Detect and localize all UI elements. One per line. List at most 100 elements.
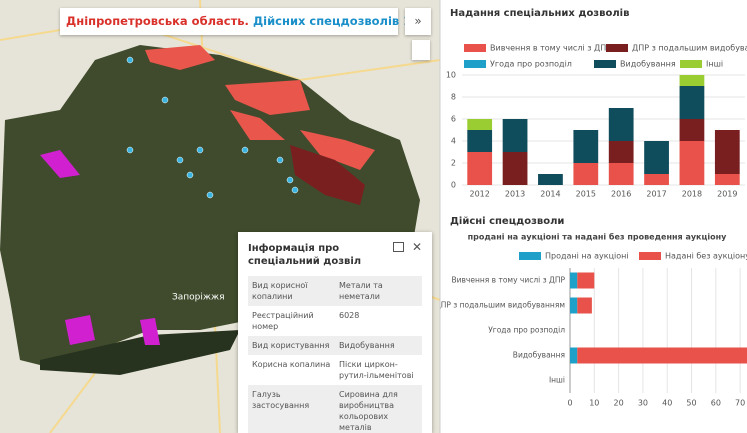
dock-button[interactable] <box>393 242 404 252</box>
y-tick-label: 0 <box>451 181 456 190</box>
x-tick-label: 30 <box>638 399 648 408</box>
popup-row: Корисна копалина Піски циркон-рутил-ільме… <box>248 355 422 385</box>
x-tick-label: 2016 <box>611 190 631 199</box>
legend-swatch <box>464 44 486 52</box>
legend-label: Вивчення в тому числі з ДПР <box>490 44 611 53</box>
bar-segment <box>679 86 705 119</box>
y-tick-label: 4 <box>451 137 456 146</box>
region-south <box>40 330 240 375</box>
popup-row: Вид користування Видобування <box>248 336 422 355</box>
field-value: Піски циркон-рутил-ільменітові <box>339 360 414 380</box>
bar-segment <box>467 152 493 185</box>
magenta-areas <box>40 150 160 345</box>
locate-button[interactable] <box>412 40 430 60</box>
field-value: 6028 <box>339 311 360 320</box>
map-label: Запоріжжя <box>172 293 225 303</box>
field-value: Метали та неметали <box>335 276 422 306</box>
bar-segment <box>644 174 669 185</box>
chart-subtitle: продані на аукціоні та надані без провед… <box>468 232 728 242</box>
y-tick-label: Видобування <box>513 351 565 360</box>
x-tick-label: 2013 <box>505 190 525 199</box>
x-tick-label: 2019 <box>717 190 737 199</box>
y-tick-label: 2 <box>451 159 456 168</box>
bar-segment <box>679 141 705 185</box>
x-tick-label: 70 <box>735 399 745 408</box>
legend-label: Інші <box>706 60 723 69</box>
field-value: Видобування <box>335 336 422 355</box>
bar-segment <box>570 272 578 289</box>
x-tick-label: 50 <box>686 399 696 408</box>
permit-count: Дійсних спецдозволів 119. <box>252 14 432 28</box>
x-tick-label: 40 <box>662 399 672 408</box>
bar-segment <box>502 119 528 152</box>
bar-segment <box>577 297 592 314</box>
bar-segment <box>644 141 669 174</box>
bar-segment <box>714 130 740 174</box>
x-tick-label: 2018 <box>682 190 702 199</box>
bar-segment <box>538 174 563 185</box>
legend-swatch <box>606 44 628 52</box>
y-tick-label: ДПР з подальшим видобуванням <box>435 301 565 310</box>
map-header: Дніпропетровська область. Дійсних спецдо… <box>60 8 432 35</box>
field-name: Вид користування <box>248 336 335 355</box>
bar-segment <box>570 297 578 314</box>
field-name: Корисна копалина <box>252 360 331 369</box>
y-tick-label: 6 <box>451 115 456 124</box>
legend-swatch <box>464 60 486 68</box>
popup-row: Реєстраційний номер 6028 <box>248 306 422 336</box>
y-tick-label: Угода про розподіл <box>488 326 565 335</box>
field-name: Вид корисної копалини <box>248 276 335 306</box>
x-tick-label: 2014 <box>540 190 560 199</box>
x-tick-label: 2012 <box>470 190 490 199</box>
bar-segment <box>467 119 493 130</box>
region-name: Дніпропетровська область. <box>66 14 249 28</box>
x-tick-label: 20 <box>614 399 624 408</box>
bar-segment <box>573 130 599 163</box>
bar-segment <box>502 152 528 185</box>
popup-row: Галузь застосування Сировина для виробниц… <box>248 385 422 433</box>
field-name: Реєстраційний номер <box>252 311 314 331</box>
popup-title: Інформація про спеціальний дозвіл <box>248 243 362 267</box>
legend-swatch <box>594 60 616 68</box>
chart-title: Надання спеціальних дозволів <box>450 8 629 19</box>
chart-title: Дійсні спецдозволи <box>450 216 564 227</box>
y-tick-label: Вивчення в тому числі з ДПР <box>451 276 565 285</box>
bar-segment <box>608 163 634 185</box>
info-popup: ✕ Інформація про спеціальний дозвіл Вид … <box>238 232 432 433</box>
field-name: Галузь застосування <box>248 385 335 433</box>
legend-swatch <box>519 252 541 260</box>
charts: Надання спеціальних дозволів Вивчення в т… <box>435 8 747 408</box>
y-tick-label: Інші <box>549 376 565 385</box>
legend-swatch <box>680 60 702 68</box>
bar-segment <box>573 163 599 185</box>
x-tick-label: 0 <box>567 399 572 408</box>
collapse-button[interactable]: » <box>405 8 431 35</box>
x-tick-label: 2015 <box>576 190 596 199</box>
permit-areas-dark <box>290 145 365 205</box>
x-tick-label: 60 <box>711 399 721 408</box>
legend-label: Видобування <box>620 60 676 69</box>
y-tick-label: 8 <box>451 93 456 102</box>
x-tick-label: 10 <box>589 399 599 408</box>
close-button[interactable]: ✕ <box>411 240 422 254</box>
legend-label: Угода про розподіл <box>490 60 572 69</box>
bar-segment <box>608 108 634 141</box>
bar-segment <box>679 119 705 141</box>
y-tick-label: 10 <box>446 71 456 80</box>
popup-row: Вид корисної копалини Метали та неметали <box>248 276 422 306</box>
bar-segment <box>577 272 595 289</box>
legend-swatch <box>639 252 661 260</box>
x-tick-label: 2017 <box>646 190 666 199</box>
bar-segment <box>577 347 747 364</box>
bar-segment <box>679 75 705 86</box>
field-value: Сировина для виробництва кольорових мета… <box>335 385 422 433</box>
popup-table: Вид корисної копалини Метали та неметали Р… <box>248 276 422 433</box>
bar-segment <box>608 141 634 163</box>
bar-segment <box>570 347 578 364</box>
legend-label: Надані без аукціону <box>665 252 747 261</box>
bar-segment <box>714 174 740 185</box>
permit-points <box>126 56 299 199</box>
permit-areas <box>145 45 375 170</box>
